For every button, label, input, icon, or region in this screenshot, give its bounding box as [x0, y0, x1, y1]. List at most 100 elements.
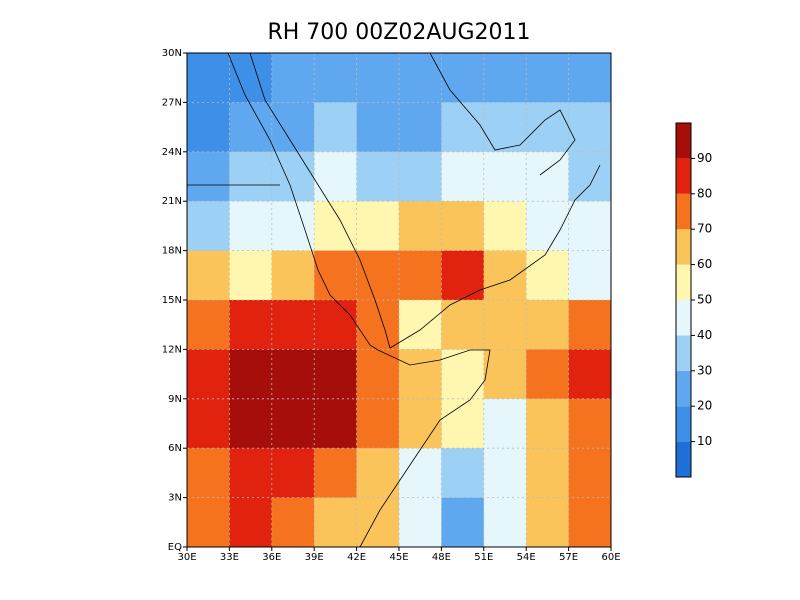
- x-tick-label: 36E: [262, 552, 281, 563]
- rh-cell: [568, 102, 611, 153]
- rh-cell: [483, 398, 527, 449]
- rh-cell: [187, 250, 230, 301]
- colorbar-label: 60: [697, 257, 712, 271]
- colorbar-label: 10: [697, 434, 712, 448]
- rh-cell: [356, 497, 400, 547]
- x-tick-label: 51E: [474, 552, 493, 563]
- rh-cell: [526, 151, 570, 202]
- colorbar-label: 30: [697, 363, 712, 377]
- rh-cell: [229, 250, 273, 301]
- rh-cell: [187, 102, 230, 153]
- rh-cell: [526, 497, 570, 547]
- colorbar-band: [676, 441, 691, 477]
- colorbar-band: [676, 193, 691, 230]
- rh-cell: [356, 102, 400, 153]
- rh-cell: [229, 448, 273, 499]
- rh-cell: [356, 300, 400, 350]
- rh-cell: [526, 349, 570, 400]
- rh-cell: [568, 398, 611, 449]
- rh-cell: [441, 300, 485, 350]
- rh-cell: [229, 349, 273, 400]
- rh-cell: [356, 201, 400, 252]
- rh-cell: [314, 398, 358, 449]
- colorbar-band: [676, 406, 691, 442]
- x-tick-label: 54E: [517, 552, 536, 563]
- rh-cell: [441, 102, 485, 153]
- rh-cell: [526, 448, 570, 499]
- x-tick-label: 48E: [432, 552, 451, 563]
- rh-cell: [314, 497, 358, 547]
- colorbar-label: 40: [697, 328, 712, 342]
- y-tick-label: 24N: [162, 147, 182, 158]
- rh-cell: [483, 300, 527, 350]
- rh-cell: [526, 300, 570, 350]
- coast: [227, 53, 379, 351]
- x-tick-label: 42E: [347, 552, 366, 563]
- colorbar-label: 90: [697, 151, 712, 165]
- x-tick-label: 57E: [559, 552, 578, 563]
- colorbar-band: [676, 335, 691, 371]
- rh-cell: [271, 497, 315, 547]
- rh-cell: [483, 349, 527, 400]
- colorbar-label: 70: [697, 222, 712, 236]
- rh-cell: [526, 102, 570, 153]
- rh-cell: [399, 201, 442, 252]
- colorbar-band: [676, 370, 691, 407]
- rh-cell: [271, 250, 315, 301]
- rh-cell: [399, 398, 442, 449]
- rh-cell: [399, 151, 442, 202]
- rh-cell: [314, 250, 358, 301]
- rh-cell: [314, 300, 358, 350]
- colorbar-band: [676, 123, 691, 159]
- rh-cell: [526, 53, 570, 103]
- y-tick-label: 15N: [162, 295, 182, 306]
- rh-cell: [356, 448, 400, 499]
- rh-cell: [441, 398, 485, 449]
- y-tick-label: 6N: [168, 443, 182, 454]
- rh-cell: [399, 250, 442, 301]
- rh-cell: [399, 53, 442, 103]
- coast: [359, 349, 491, 547]
- rh-cell: [568, 250, 611, 301]
- rh-cell: [483, 448, 527, 499]
- rh-cell: [568, 53, 611, 103]
- rh-cell: [399, 497, 442, 547]
- rh-cell: [399, 300, 442, 350]
- x-tick-label: 60E: [601, 552, 620, 563]
- rh-cell: [229, 497, 273, 547]
- rh-cell: [441, 349, 485, 400]
- rh-cell: [271, 448, 315, 499]
- rh-cell: [441, 53, 485, 103]
- y-tick-label: 12N: [162, 344, 182, 355]
- rh-cell: [441, 151, 485, 202]
- rh-cell: [356, 250, 400, 301]
- rh-cell: [314, 53, 358, 103]
- rh-cell: [483, 151, 527, 202]
- rh-cell: [568, 300, 611, 350]
- rh-cell: [568, 201, 611, 252]
- rh-cell: [399, 102, 442, 153]
- rh-cell: [526, 201, 570, 252]
- rh-cell: [568, 448, 611, 499]
- rh-cell: [229, 53, 273, 103]
- rh-cell: [187, 151, 230, 202]
- coast: [389, 164, 601, 349]
- rh-cell: [271, 53, 315, 103]
- rh-cell: [356, 398, 400, 449]
- rh-cell: [187, 201, 230, 252]
- rh-cell: [314, 151, 358, 202]
- rh-cell: [356, 349, 400, 400]
- rh-cell: [187, 398, 230, 449]
- rh-cell: [229, 300, 273, 350]
- rh-cell: [271, 349, 315, 400]
- rh-cell: [314, 201, 358, 252]
- rh-cell: [229, 201, 273, 252]
- coastlines: [187, 53, 601, 547]
- colorbar-label: 50: [697, 293, 712, 307]
- rh-cell: [483, 250, 527, 301]
- y-tick-label: 27N: [162, 97, 182, 108]
- rh-cell: [526, 250, 570, 301]
- x-tick-label: 30E: [177, 552, 196, 563]
- rh-cell: [271, 300, 315, 350]
- y-tick-label: 18N: [162, 246, 182, 257]
